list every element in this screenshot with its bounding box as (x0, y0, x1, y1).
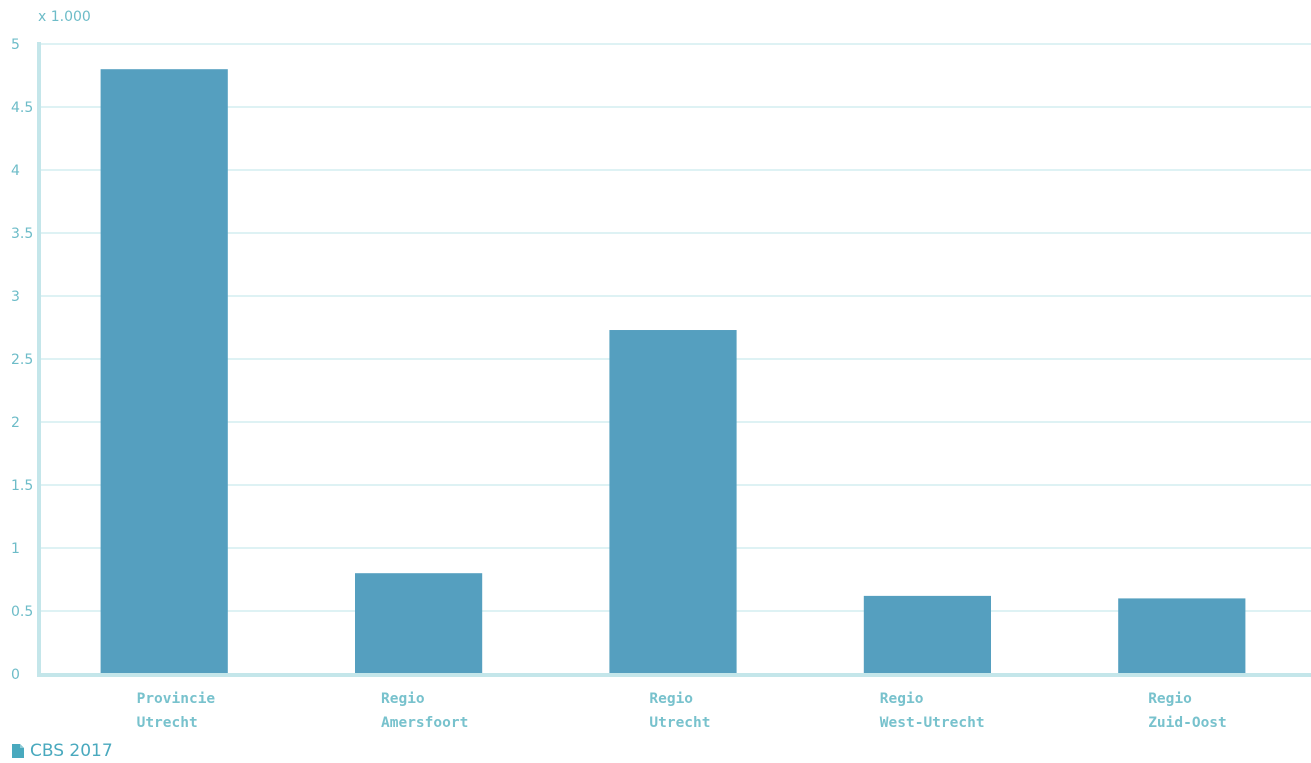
y-tick-label: 4 (11, 163, 20, 179)
document-icon (12, 744, 24, 758)
y-tick-label: 5 (11, 37, 20, 53)
y-tick-label: 3 (11, 289, 20, 305)
x-tick-label: Regio Zuid-Oost (1148, 691, 1227, 731)
x-axis-labels: Provincie Utrecht Regio Amersfoort Regio Utre… (137, 691, 1227, 731)
y-tick-label: 2 (11, 415, 20, 431)
bar-chart: 0 0.5 1 1.5 2 2.5 3 3.5 4 4.5 5 Provincie Utrecht Re… (11, 37, 1311, 731)
source-text: CBS 2017 (30, 741, 113, 761)
bar (355, 573, 483, 674)
y-tick-label: 0 (11, 667, 20, 683)
x-tick-label: Regio Utrecht (649, 691, 710, 731)
x-tick-label: Provincie Utrecht (137, 691, 216, 731)
source-note: CBS 2017 (12, 741, 113, 761)
y-tick-label: 0.5 (11, 604, 33, 620)
bar (863, 595, 991, 674)
bar (1118, 598, 1246, 674)
bars (100, 69, 1246, 674)
y-axis-ticks: 0 0.5 1 1.5 2 2.5 3 3.5 4 4.5 5 (11, 37, 33, 683)
y-tick-label: 3.5 (11, 226, 33, 242)
y-tick-label: 4.5 (11, 100, 33, 116)
y-tick-label: 1 (11, 541, 20, 557)
unit-label: x 1.000 (38, 9, 91, 25)
bar (609, 330, 737, 674)
y-tick-label: 2.5 (11, 352, 33, 368)
x-tick-label: Regio West-Utrecht (880, 691, 985, 731)
y-tick-label: 1.5 (11, 478, 33, 494)
x-tick-label: Regio Amersfoort (381, 691, 468, 731)
bar (100, 69, 228, 674)
